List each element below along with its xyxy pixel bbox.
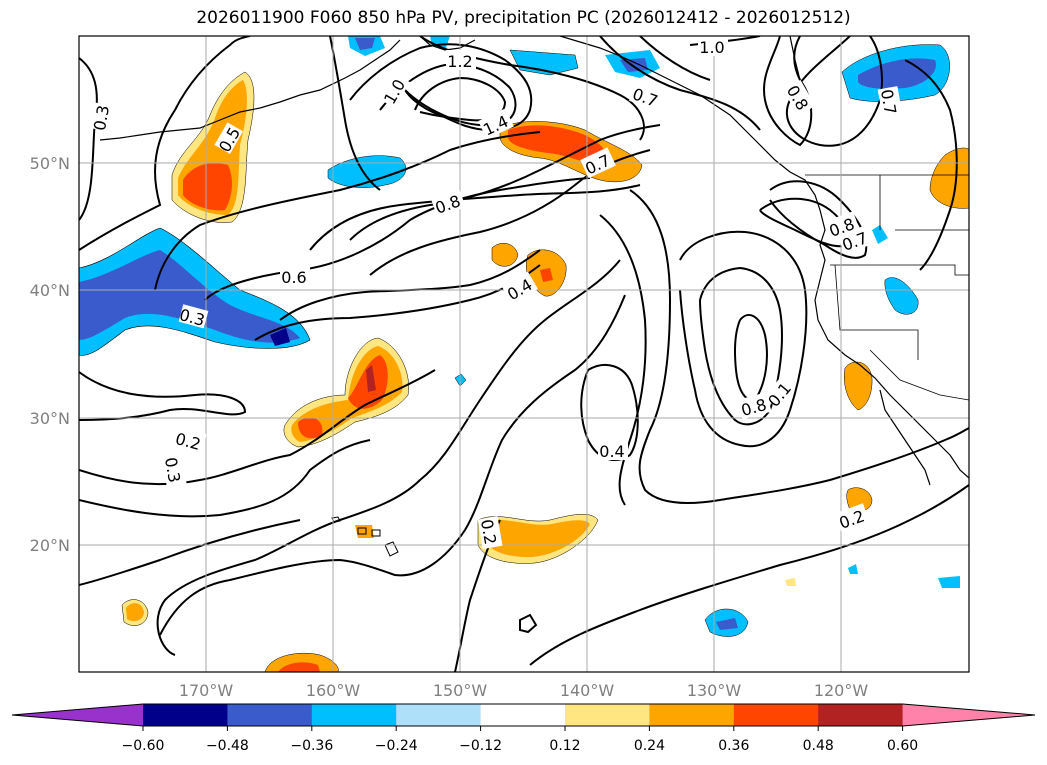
colorbar-tick-label: 0.24 [634, 738, 665, 754]
contour-label: 0.7 [877, 88, 900, 116]
colorbar-segment [649, 704, 735, 726]
lat-label: 20°N [30, 536, 70, 555]
colorbar-tick-label: 0.36 [718, 738, 749, 754]
lat-label: 40°N [30, 281, 70, 300]
colorbar-segment [480, 704, 566, 726]
lon-label: 170°W [179, 681, 234, 700]
contour-label: 0.2 [477, 518, 500, 546]
lon-label: 160°W [306, 681, 361, 700]
colorbar-segment [565, 704, 650, 726]
colorbar-segment [396, 704, 482, 726]
lon-label: 120°W [814, 681, 869, 700]
lon-label: 150°W [433, 681, 488, 700]
colorbar-segment [818, 704, 904, 726]
lon-label: 130°W [687, 681, 742, 700]
coastline-layer [99, 36, 969, 486]
graticule [79, 36, 969, 672]
contour-label: 0.6 [281, 268, 306, 287]
contour-label: 0.3 [161, 456, 184, 484]
colorbar-segment [227, 704, 313, 726]
colorbar-extend-low [12, 704, 143, 726]
colorbar: −0.60 −0.48 −0.36 −0.24 −0.12 0.12 0.24 0.36 0.4… [11, 703, 1036, 754]
contour-label: 0.4 [599, 442, 624, 461]
colorbar-tick-label: −0.60 [122, 738, 165, 754]
neg-anomaly-core [79, 250, 300, 343]
colorbar-tick-label: −0.24 [375, 738, 418, 754]
contour-label: 0.3 [90, 104, 113, 132]
colorbar-tick-label: 0.48 [803, 738, 834, 754]
colorbar-segment [143, 704, 228, 726]
colorbar-tick-label: −0.36 [290, 738, 333, 754]
colorbar-segment [311, 704, 397, 726]
longitude-labels: 170°W 160°W 150°W 140°W 130°W 120°W [179, 681, 869, 700]
map-title: 2026011900 F060 850 hPa PV, precipitatio… [196, 8, 851, 28]
hawaii-islands [331, 516, 399, 557]
colorbar-tick-label: 0.60 [887, 738, 918, 754]
border-layer [805, 174, 969, 401]
colorbar-extend-high [902, 704, 1035, 726]
lon-label: 140°W [560, 681, 615, 700]
colorbar-segment [733, 704, 819, 726]
lat-label: 30°N [30, 409, 70, 428]
latitude-labels: 50°N 40°N 30°N 20°N [30, 154, 70, 555]
neg-anomaly-peak [270, 328, 290, 346]
colorbar-tick-label: −0.48 [206, 738, 249, 754]
contour-label: 1.2 [447, 52, 472, 71]
map-frame [78, 35, 970, 673]
lat-label: 50°N [30, 154, 70, 173]
contour-label: 1.0 [699, 38, 724, 57]
colorbar-tick-label: 0.12 [549, 738, 580, 754]
colorbar-tick-label: −0.12 [459, 738, 502, 754]
